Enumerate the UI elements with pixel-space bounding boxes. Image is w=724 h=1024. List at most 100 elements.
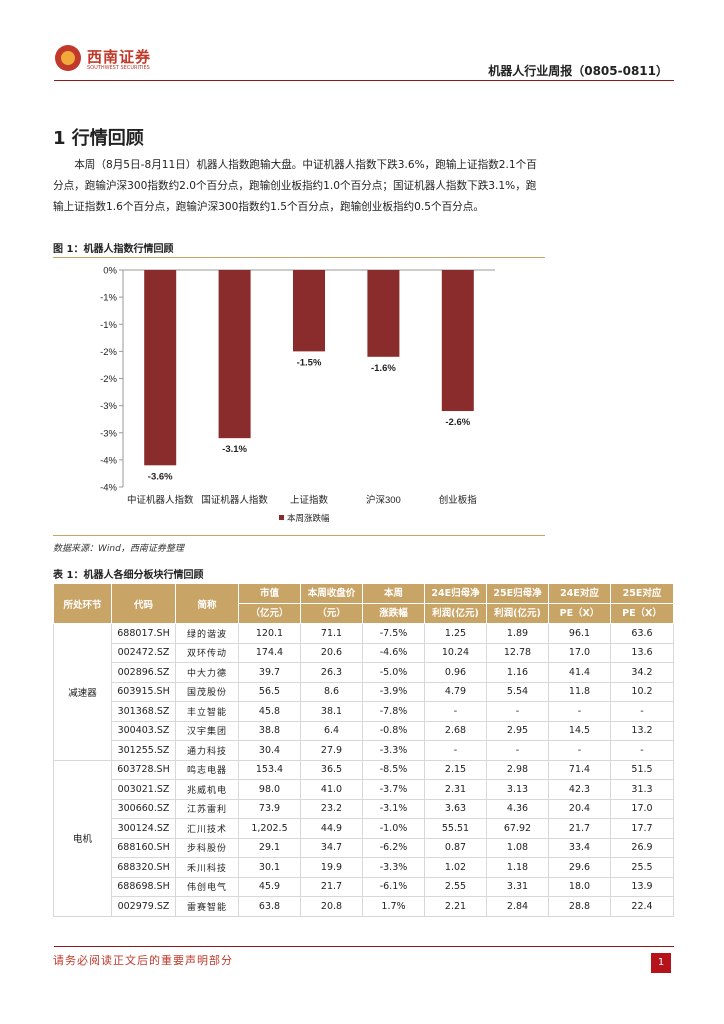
- table-cell: 13.6: [610, 642, 674, 663]
- table-header-line: PE（X）: [559, 608, 600, 619]
- table-cell: 33.4: [548, 837, 611, 858]
- table-cell: 18.0: [548, 876, 611, 897]
- footer-disclaimer: 请务必阅读正文后的重要声明部分: [53, 954, 233, 967]
- table-row: 603915.SH 国茂股份 56.5 8.6 -3.9% 4.79 5.54 11.8 10.…: [54, 681, 674, 702]
- table-header-line: 涨跌幅: [379, 608, 408, 619]
- table-row: 300660.SZ 江苏雷利 73.9 23.2 -3.1% 3.63 4.36 20.4 17…: [54, 798, 674, 819]
- table-row: 688320.SH 禾川科技 30.1 19.9 -3.3% 1.02 1.18 29.6 25…: [54, 857, 674, 878]
- bar: [293, 270, 325, 352]
- table-cell: 300124.SZ: [111, 818, 176, 839]
- table-cell: 29.1: [238, 837, 301, 858]
- table-cell: -8.5%: [362, 759, 425, 780]
- table-cell: 中大力德: [175, 662, 239, 683]
- y-tick-label: 0%: [103, 266, 117, 277]
- table-cell: 45.9: [238, 876, 301, 897]
- logo-mark-icon: [55, 45, 81, 71]
- table-header-cell: 所处环节: [53, 583, 112, 624]
- data-label: -2.6%: [445, 417, 470, 428]
- table-cell: 2.31: [424, 779, 487, 800]
- table-cell: 1.16: [486, 662, 549, 683]
- table-cell: 153.4: [238, 759, 301, 780]
- table-cell: 301368.SZ: [111, 701, 176, 722]
- table-cell: 28.8: [548, 896, 611, 917]
- table-cell: 39.7: [238, 662, 301, 683]
- figure-title: 图 1：机器人指数行情回顾: [53, 244, 174, 255]
- table-cell: 1.89: [486, 623, 549, 644]
- legend-swatch: [279, 515, 284, 520]
- table-cell: 003021.SZ: [111, 779, 176, 800]
- table-cell: 11.8: [548, 681, 611, 702]
- table-cell: 120.1: [238, 623, 301, 644]
- x-tick-label: 创业板指: [439, 494, 478, 506]
- table-cell: 67.92: [486, 818, 549, 839]
- table-cell: -6.1%: [362, 876, 425, 897]
- table-cell: 汇川技术: [175, 818, 239, 839]
- table-cell: 34.7: [300, 837, 363, 858]
- table-cell: 2.98: [486, 759, 549, 780]
- table-header-cell: 24E对应 PE（X）: [548, 583, 611, 624]
- table-row: 电机 603728.SH 鸣志电器 153.4 36.5 -8.5% 2.15 2.98 71.…: [53, 759, 674, 917]
- table-cell: 丰立智能: [175, 701, 239, 722]
- y-tick-label: -3%: [100, 428, 117, 439]
- table-cell: 603728.SH: [111, 759, 176, 780]
- figure-top-rule: [53, 257, 545, 258]
- table-cell: 国茂股份: [175, 681, 239, 702]
- table-cell: -3.1%: [362, 798, 425, 819]
- table-cell: -: [486, 701, 549, 722]
- table-cell: 002472.SZ: [111, 642, 176, 663]
- table-header-cell: 代码: [111, 583, 176, 624]
- table-header-line: 利润(亿元): [494, 608, 541, 619]
- table-cell: -: [610, 740, 674, 761]
- data-label: -3.1%: [222, 444, 247, 455]
- data-label: -1.5%: [297, 357, 322, 368]
- table-header-cell: 24E归母净 利润(亿元): [424, 583, 487, 624]
- section-paragraph: 本周（8月5日-8月11日）机器人指数跑输大盘。中证机器人指数下跌3.6%，跑输…: [53, 155, 545, 218]
- table-cell: 301255.SZ: [111, 740, 176, 761]
- table-cell: 4.36: [486, 798, 549, 819]
- table-cell: 21.7: [300, 876, 363, 897]
- page-number: 1: [651, 953, 671, 973]
- table-cell: 42.3: [548, 779, 611, 800]
- table-cell: 22.4: [610, 896, 674, 917]
- table-cell: -0.8%: [362, 720, 425, 741]
- table-header-line: （元）: [317, 608, 346, 619]
- table-cell: -: [486, 740, 549, 761]
- table-cell: 通力科技: [175, 740, 239, 761]
- table-header: 所处环节 代码 简称 市值 （亿元） 本周收盘价 （元） 本周 涨跌幅 24E归母净 利润(亿元) 2…: [53, 583, 674, 624]
- table-row: 301368.SZ 丰立智能 45.8 38.1 -7.8% - - - -: [54, 701, 674, 722]
- x-tick-label: 沪深300: [366, 494, 401, 506]
- bar-chart: 0% -1% -1% -2% -2% -3% -3% -4% -4% -3.6% 中证机器人指数 -3…: [100, 266, 495, 523]
- table-cell: 31.3: [610, 779, 674, 800]
- table-row: 300403.SZ 汉宇集团 38.8 6.4 -0.8% 2.68 2.95 14.5 13.…: [54, 720, 674, 741]
- table-cell: -6.2%: [362, 837, 425, 858]
- table-cell: 17.0: [610, 798, 674, 819]
- table-cell: 26.3: [300, 662, 363, 683]
- table-header-line: 所处环节: [63, 599, 102, 611]
- table-header-cell: 25E对应 PE（X）: [610, 583, 674, 624]
- table-cell: 41.0: [300, 779, 363, 800]
- table-cell: 002979.SZ: [111, 896, 176, 917]
- table-cell: 3.31: [486, 876, 549, 897]
- table-cell: 96.1: [548, 623, 611, 644]
- table-cell: 2.95: [486, 720, 549, 741]
- y-tick-label: -1%: [100, 293, 117, 304]
- data-label: -1.6%: [371, 363, 396, 374]
- table-cell: 伟创电气: [175, 876, 239, 897]
- table-cell: 1.02: [424, 857, 487, 878]
- table-cell: 2.15: [424, 759, 487, 780]
- table-row: 003021.SZ 兆威机电 98.0 41.0 -3.7% 2.31 3.13 42.3 31…: [54, 779, 674, 800]
- table-cell: 44.9: [300, 818, 363, 839]
- table-cell: -4.6%: [362, 642, 425, 663]
- table-cell: 51.5: [610, 759, 674, 780]
- figure-source: 数据来源：Wind，西南证券整理: [53, 544, 184, 554]
- table-cell: -: [424, 740, 487, 761]
- table-cell: 17.0: [548, 642, 611, 663]
- x-tick-label: 国证机器人指数: [201, 494, 268, 506]
- section-title: 1 行情回顾: [53, 128, 144, 149]
- table-cell: 步科股份: [175, 837, 239, 858]
- table-cell: -7.5%: [362, 623, 425, 644]
- header-divider: [54, 80, 674, 81]
- table-cell: 5.54: [486, 681, 549, 702]
- bar: [367, 270, 400, 357]
- table-cell: -3.7%: [362, 779, 425, 800]
